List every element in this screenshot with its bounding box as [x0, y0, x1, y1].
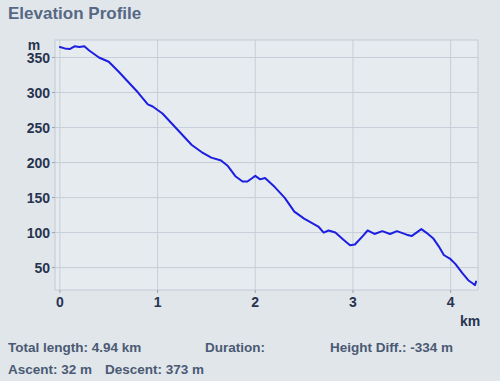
grid-line — [352, 40, 353, 290]
y-tick-label: 200 — [27, 155, 51, 171]
y-tick-label: 300 — [27, 85, 51, 101]
tick — [450, 290, 451, 293]
plot-area — [55, 40, 478, 290]
title: Elevation Profile — [8, 4, 141, 23]
footer-text: Total length: 4.94 km — [8, 340, 141, 355]
x-tick-label: 3 — [349, 294, 357, 310]
tick — [157, 290, 158, 293]
grid-line — [157, 40, 158, 290]
elevation-line — [60, 46, 476, 285]
grid-line — [255, 40, 256, 290]
footer-text: Duration: — [205, 340, 265, 355]
grid-line — [55, 162, 478, 163]
footer-text: Ascent: 32 m — [8, 362, 92, 377]
footer-text: Height Diff.: -334 m — [330, 340, 453, 355]
tick — [52, 197, 55, 198]
grid-line — [55, 127, 478, 128]
x-tick-label: 0 — [56, 294, 64, 310]
grid-line — [55, 267, 478, 268]
grid-line — [55, 92, 478, 93]
tick — [52, 232, 55, 233]
plot-marks — [60, 46, 476, 285]
chart: Elevation Profile50100150200250300350012… — [0, 0, 500, 381]
y-tick-label: 100 — [27, 225, 51, 241]
tick — [52, 162, 55, 163]
y-axis-label: m — [28, 37, 40, 53]
tick — [52, 57, 55, 58]
tick — [59, 290, 60, 293]
tick — [352, 290, 353, 293]
grid-line — [55, 57, 478, 58]
tick — [52, 92, 55, 93]
x-tick-label: 1 — [154, 294, 162, 310]
x-tick-label: 2 — [251, 294, 259, 310]
grid-line — [59, 40, 60, 290]
y-tick-label: 150 — [27, 190, 51, 206]
y-tick-label: 250 — [27, 120, 51, 136]
grid-line — [450, 40, 451, 290]
grid-line — [55, 197, 478, 198]
tick — [52, 267, 55, 268]
footer-text: Descent: 373 m — [105, 362, 204, 377]
y-tick-label: 50 — [34, 260, 50, 276]
tick — [255, 290, 256, 293]
tick — [52, 127, 55, 128]
x-tick-label: 4 — [447, 294, 455, 310]
x-axis-label: km — [460, 313, 480, 329]
background — [0, 0, 500, 381]
